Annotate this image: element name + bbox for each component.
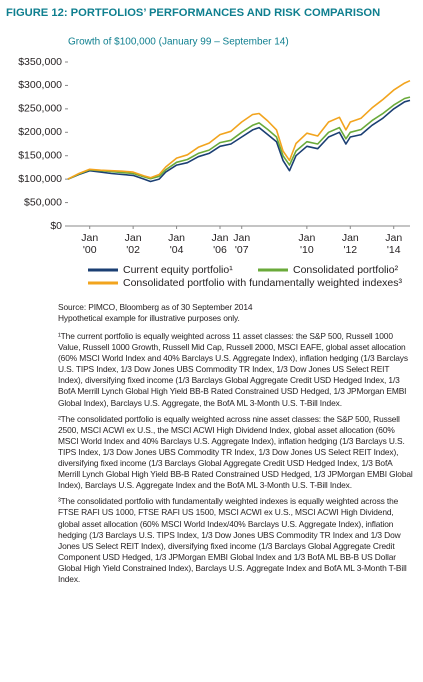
footnotes: ¹The current portfolio is equally weight… [58,331,414,590]
x-tick-label: Jan '14 [385,232,402,256]
x-tick-label: Jan '02 [125,232,142,256]
series-line [67,96,411,180]
chart: FIGURE 12: PORTFOLIOS’ PERFORMANCES AND … [6,7,411,289]
y-tick-label: $150,000 [18,149,62,161]
legend-label: Current equity portfolio¹ [123,264,233,276]
x-tick-label: Jan '06 [212,232,229,256]
x-tick-label: Jan '10 [298,232,315,256]
chart-title: FIGURE 12: PORTFOLIOS’ PERFORMANCES AND … [6,7,380,19]
series-line [67,99,411,183]
y-tick-label: $250,000 [18,103,62,115]
disclaimer: Hypothetical example for illustrative pu… [58,313,240,324]
legend-label: Consolidated portfolio² [293,264,399,276]
y-tick-label: $0 [50,220,62,232]
footnote: ¹The current portfolio is equally weight… [58,331,408,408]
series-line [67,79,411,180]
y-tick-label: $350,000 [18,56,62,68]
footnote: ³The consolidated portfolio with fundame… [58,496,407,584]
y-tick-label: $50,000 [24,196,62,208]
footnote: ²The consolidated portfolio is equally w… [58,413,413,491]
y-tick-label: $100,000 [18,173,62,185]
chart-subtitle: Growth of $100,000 (January 99 – Septemb… [68,37,289,48]
x-tick-label: Jan '00 [81,232,98,256]
source: Source: PIMCO, Bloomberg as of 30 Septem… [58,302,253,312]
source-block: Source: PIMCO, Bloomberg as of 30 Septem… [58,302,414,324]
x-tick-label: Jan '07 [233,232,250,256]
y-tick-label: $300,000 [18,79,62,91]
x-tick-label: Jan '04 [168,232,185,256]
x-tick-label: Jan '12 [342,232,359,256]
y-tick-label: $200,000 [18,126,62,138]
legend-label: Consolidated portfolio with fundamentall… [123,277,403,289]
